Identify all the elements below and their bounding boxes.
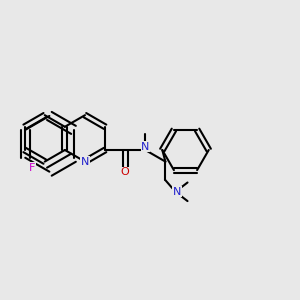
Text: O: O xyxy=(121,167,130,177)
Text: N: N xyxy=(141,142,149,152)
Text: F: F xyxy=(29,163,36,173)
Text: N: N xyxy=(81,157,89,166)
Text: N: N xyxy=(173,187,181,197)
